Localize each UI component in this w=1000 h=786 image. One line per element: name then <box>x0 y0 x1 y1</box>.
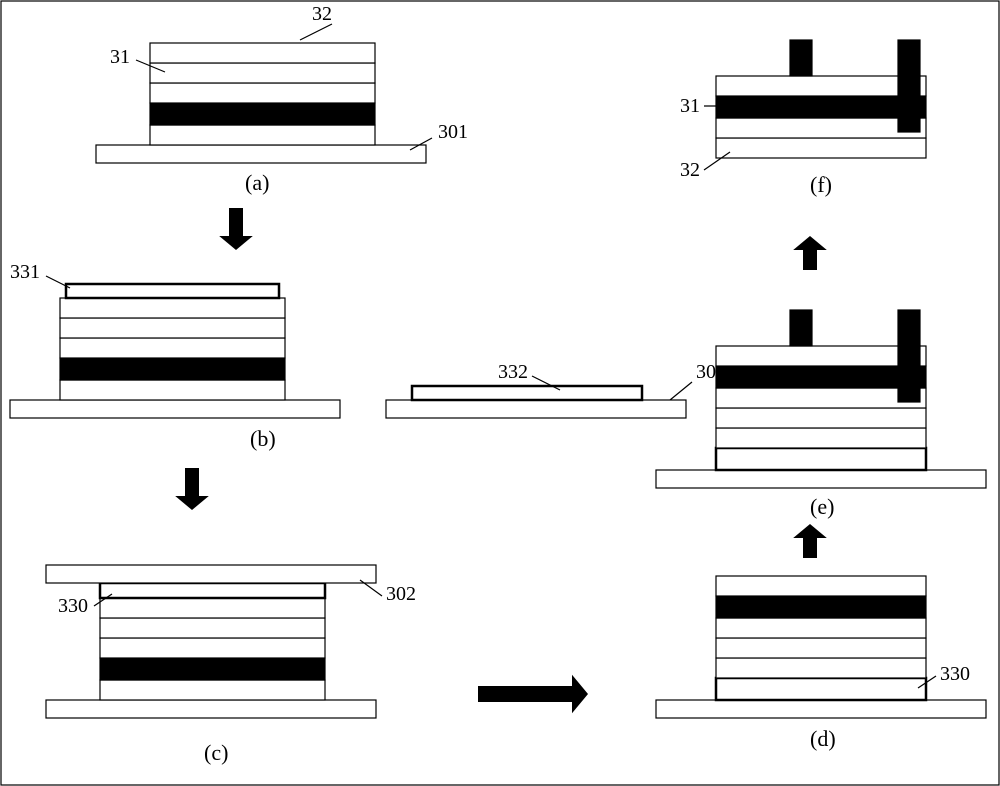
caption-panel-a: (a) <box>245 170 269 195</box>
panel-f-post-0 <box>790 40 812 76</box>
panel-d-layer-3 <box>716 618 926 638</box>
panel-b-layer-0 <box>412 386 642 400</box>
panel-a-layer-3 <box>150 63 375 83</box>
panel-a-layer-4 <box>150 43 375 63</box>
panel-b-base <box>386 400 686 418</box>
label-d_330: 330 <box>940 663 970 685</box>
label-a_301: 301 <box>438 121 468 143</box>
panel-b-layer-1 <box>60 358 285 380</box>
panel-b-layer-2 <box>60 338 285 358</box>
panel-f-layer-3 <box>716 76 926 96</box>
panel-d-layer-0 <box>716 678 926 700</box>
panel-e-post-1 <box>898 310 920 402</box>
panel-c-layer-1 <box>100 658 325 680</box>
label-a_32: 32 <box>312 3 332 25</box>
label-b_332: 332 <box>498 361 528 383</box>
panel-a-layer-0 <box>150 125 375 145</box>
panel-c-layer-0 <box>100 680 325 700</box>
panel-b-layer-4 <box>60 298 285 318</box>
panel-b-layer-0 <box>60 380 285 400</box>
diagram-canvas: 3231301(a)331332302(b)330302(c)330(d)(e)… <box>0 0 1000 786</box>
panel-a-layer-2 <box>150 83 375 103</box>
panel-c-layer-5 <box>100 583 325 598</box>
panel-c-layer-4 <box>100 598 325 618</box>
panel-e-base <box>656 470 986 488</box>
panel-d-layer-2 <box>716 638 926 658</box>
panel-c-base-top <box>46 565 376 583</box>
panel-e-layer-0 <box>716 448 926 470</box>
panel-e-layer-1 <box>716 428 926 448</box>
panel-d-layer-1 <box>716 658 926 678</box>
panel-e-layer-4 <box>716 366 926 388</box>
caption-panel-e: (e) <box>810 494 834 519</box>
panel-d-layer-5 <box>716 576 926 596</box>
panel-e-layer-5 <box>716 346 926 366</box>
panel-e-post-0 <box>790 310 812 346</box>
panel-c-layer-2 <box>100 638 325 658</box>
label-c_330: 330 <box>58 595 88 617</box>
panel-e-layer-2 <box>716 408 926 428</box>
panel-f-layer-1 <box>716 118 926 138</box>
panel-b-layer-3 <box>60 318 285 338</box>
label-f_31: 31 <box>680 95 700 117</box>
panel-b-base <box>10 400 340 418</box>
label-a_31: 31 <box>110 46 130 68</box>
panel-f-layer-0 <box>716 138 926 158</box>
panel-f-post-1 <box>898 40 920 132</box>
panel-d-layer-4 <box>716 596 926 618</box>
panel-c-layer-3 <box>100 618 325 638</box>
panel-a-layer-1 <box>150 103 375 125</box>
panel-e-layer-3 <box>716 388 926 408</box>
panel-f-layer-2 <box>716 96 926 118</box>
caption-panel-c: (c) <box>204 740 228 765</box>
label-c_302: 302 <box>386 583 416 605</box>
caption-panel-b: (b) <box>250 426 276 451</box>
caption-panel-d: (d) <box>810 726 836 751</box>
panel-a-base <box>96 145 426 163</box>
label-f_32: 32 <box>680 159 700 181</box>
panel-d-base <box>656 700 986 718</box>
caption-panel-f: (f) <box>810 172 832 197</box>
panel-b-layer-5 <box>66 284 279 298</box>
label-b_331: 331 <box>10 261 40 283</box>
panel-c-base-bottom <box>46 700 376 718</box>
